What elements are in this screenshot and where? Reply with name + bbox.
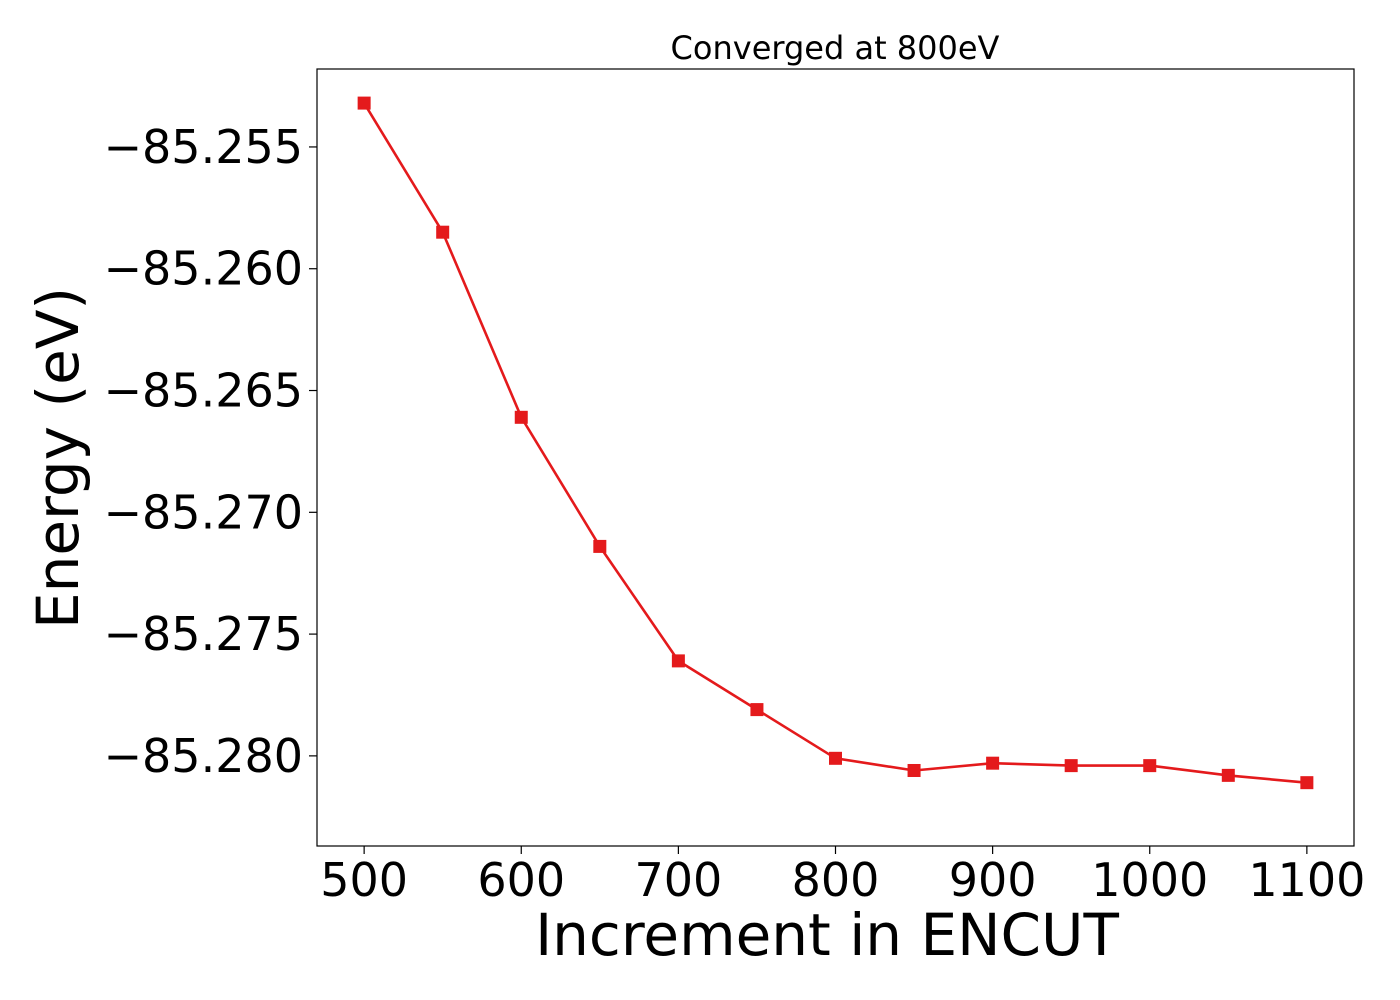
- x-tick-label: 1100: [1248, 853, 1365, 907]
- data-point-marker: [829, 751, 842, 765]
- y-axis-label: Energy (eV): [24, 287, 92, 629]
- x-tick-label: 1000: [1091, 853, 1208, 907]
- data-point-marker: [1300, 776, 1314, 790]
- y-axis-ticks: −85.255 −85.260 −85.265 −85.270 −85.275 −85.2…: [104, 120, 317, 783]
- x-axis-label: Increment in ENCUT: [535, 901, 1119, 969]
- x-tick-label: 700: [634, 853, 722, 907]
- y-tick-label: −85.265: [104, 364, 304, 418]
- chart-title: Converged at 800eV: [671, 29, 1000, 67]
- y-tick-label: −85.260: [104, 242, 304, 296]
- y-tick-label: −85.280: [104, 729, 304, 783]
- x-axis-ticks: 500 600 700 800 900 1000 1100: [320, 846, 1365, 907]
- y-tick-label: −85.275: [104, 607, 304, 661]
- data-point-marker: [1143, 759, 1157, 773]
- data-point-marker: [436, 225, 450, 239]
- data-point-marker: [593, 539, 607, 553]
- x-tick-label: 800: [792, 853, 880, 907]
- x-tick-label: 900: [949, 853, 1037, 907]
- y-tick-label: −85.270: [104, 485, 304, 539]
- series-group: [357, 96, 1314, 790]
- data-point-marker: [1221, 768, 1235, 782]
- data-point-marker: [671, 654, 685, 668]
- data-point-marker: [986, 756, 1000, 770]
- data-point-marker: [514, 410, 528, 424]
- x-tick-label: 500: [320, 853, 408, 907]
- x-tick-label: 600: [477, 853, 565, 907]
- data-point-marker: [750, 703, 764, 717]
- y-tick-label: −85.255: [104, 120, 304, 174]
- data-point-marker: [357, 96, 371, 110]
- data-point-marker: [1064, 759, 1078, 773]
- data-point-marker: [907, 763, 921, 777]
- plot-area-frame: [316, 68, 1355, 847]
